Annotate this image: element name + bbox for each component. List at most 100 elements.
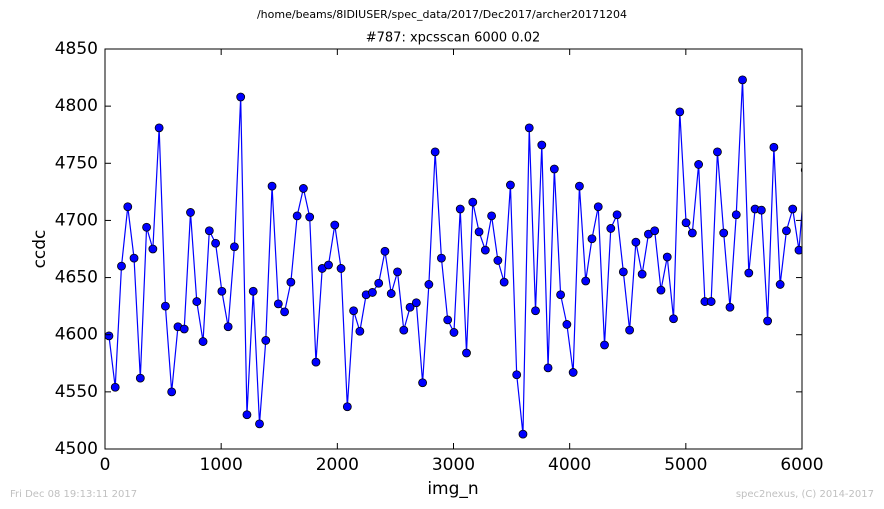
data-point [236, 92, 246, 102]
data-point [581, 276, 591, 286]
data-point [242, 410, 252, 420]
data-point [192, 297, 202, 306]
data-point [474, 227, 484, 237]
data-point [493, 256, 503, 265]
data-point [763, 316, 773, 326]
data-point [342, 402, 352, 412]
data-point [105, 331, 114, 341]
data-point [255, 419, 264, 429]
data-point [719, 228, 729, 238]
data-point [386, 289, 396, 298]
data-point [506, 180, 515, 190]
data-point [725, 302, 735, 312]
data-point [305, 212, 315, 222]
data-point [468, 197, 478, 207]
data-point [455, 204, 465, 214]
data-point [562, 320, 572, 329]
data-point [593, 202, 603, 212]
data-point [631, 237, 641, 247]
data-point [330, 220, 340, 230]
chart-title: #787: xpcsscan 6000 0.02 [366, 31, 541, 46]
x-tick-label: 5000 [664, 455, 707, 475]
data-point [324, 260, 333, 270]
data-point [518, 429, 528, 439]
data-point [656, 285, 666, 295]
data-point [273, 299, 283, 309]
footer-left: Fri Dec 08 19:13:11 2017 [10, 489, 137, 500]
data-point [286, 277, 296, 287]
y-tick-label: 4600 [55, 325, 98, 345]
data-point [556, 290, 566, 300]
data-point [399, 325, 409, 335]
x-axis-label: img_n [427, 479, 478, 499]
plot-area [105, 75, 802, 439]
data-point [204, 226, 214, 236]
data-point [280, 307, 289, 317]
y-tick-label: 4700 [55, 210, 98, 230]
data-point [531, 306, 540, 316]
data-point [549, 164, 559, 174]
data-point [411, 298, 421, 308]
data-point [706, 297, 716, 306]
data-point [161, 301, 170, 311]
data-point [449, 328, 459, 337]
data-point [311, 357, 321, 367]
data-point [424, 280, 434, 289]
data-point [186, 208, 195, 217]
data-point [731, 210, 741, 220]
data-point [430, 147, 440, 157]
data-point [217, 286, 227, 296]
y-axis-label: ccdc [30, 230, 50, 269]
data-point [575, 181, 584, 191]
data-point [462, 348, 471, 358]
data-point [261, 336, 271, 345]
data-point [117, 261, 126, 271]
data-point [336, 264, 346, 273]
data-point [292, 211, 302, 221]
data-point [223, 322, 233, 332]
data-point [211, 238, 220, 248]
x-tick-label: 3000 [432, 455, 475, 475]
data-point [756, 205, 766, 215]
data-point [612, 210, 622, 220]
data-point [230, 242, 239, 252]
data-point [437, 253, 446, 263]
data-point [123, 202, 133, 212]
data-point [600, 340, 609, 350]
data-point [662, 252, 672, 262]
data-point [248, 286, 258, 296]
data-point [788, 204, 798, 214]
data-point [681, 218, 691, 228]
data-point [380, 246, 390, 256]
y-tick-label: 4500 [55, 439, 98, 459]
data-point [713, 147, 722, 157]
data-point [418, 378, 427, 388]
data-point [606, 224, 616, 233]
data-point [349, 306, 358, 316]
data-point [794, 245, 802, 255]
data-point [625, 325, 635, 335]
data-line [108, 79, 802, 435]
data-point [543, 363, 553, 373]
y-tick-label: 4750 [55, 153, 98, 173]
y-tick-label: 4650 [55, 268, 98, 288]
data-point [368, 288, 377, 297]
data-point [618, 267, 628, 277]
x-tick-label: 6000 [780, 455, 823, 475]
y-tick-label: 4800 [55, 96, 98, 116]
data-point [129, 253, 139, 263]
data-point [167, 387, 177, 397]
data-point [110, 382, 120, 392]
data-point [135, 373, 145, 383]
data-point [487, 211, 497, 221]
data-point [148, 244, 158, 254]
data-point [299, 184, 308, 193]
data-point [405, 302, 415, 312]
data-point [443, 315, 453, 325]
data-point [267, 181, 277, 191]
data-point [499, 277, 509, 287]
suptitle: /home/beams/8IDIUSER/spec_data/2017/Dec2… [257, 8, 627, 21]
y-tick-label: 4850 [55, 39, 98, 59]
footer-right: spec2nexus, (C) 2014-2017 [736, 489, 874, 500]
